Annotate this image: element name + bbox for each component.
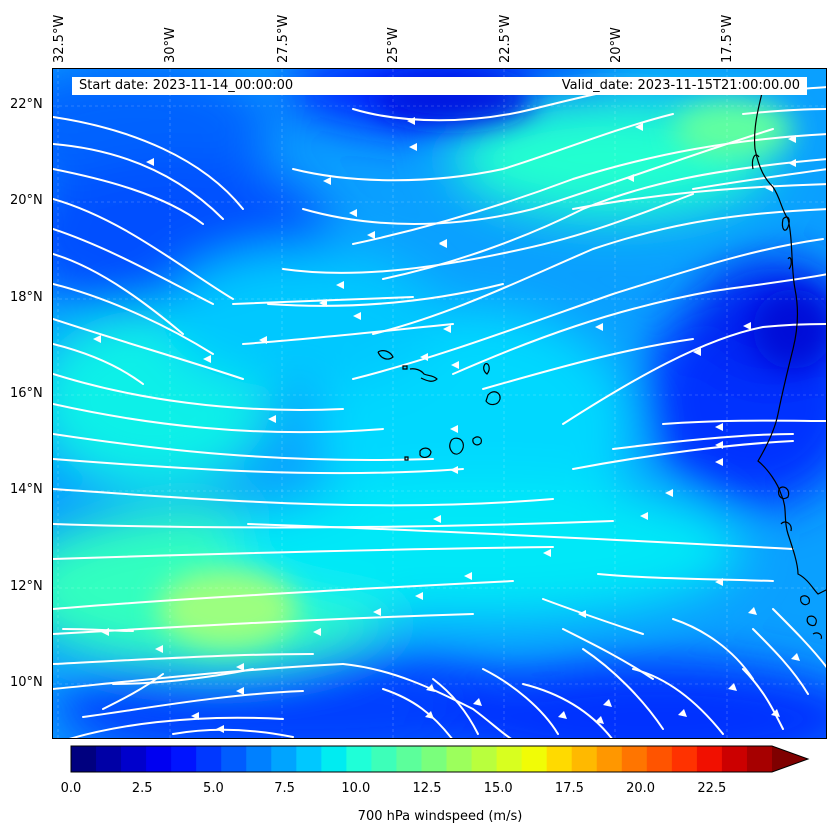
coastline (377, 88, 826, 640)
colorbar-segment (696, 746, 723, 772)
wind-map (53, 69, 826, 738)
lon-label-32-5w: 32.5°W (52, 14, 67, 63)
colorbar-segment (146, 746, 172, 772)
colorbar-tick-label: 7.5 (274, 781, 295, 796)
date-info-bar: Start date: 2023-11-14_00:00:00 Valid_da… (72, 77, 807, 95)
valid-date-text: Valid_date: 2023-11-15T21:00:00.00 (561, 78, 800, 93)
colorbar-segment (596, 746, 623, 772)
lon-label-30w: 30°W (163, 27, 178, 63)
colorbar-tick-label: 0.0 (60, 781, 82, 796)
start-date-text: Start date: 2023-11-14_00:00:00 (79, 78, 294, 93)
map-plot-area (52, 68, 827, 739)
colorbar-tick-label: 10.0 (341, 781, 371, 796)
lon-label-25w: 25°W (386, 27, 401, 63)
colorbar-extend-arrow (772, 746, 808, 772)
colorbar-segment (521, 746, 548, 772)
colorbar-segment (296, 746, 322, 772)
colorbar-tick-label: 22.5 (697, 781, 727, 796)
lat-label-16n: 16°N (10, 386, 43, 401)
colorbar-label: 700 hPa windspeed (m/s) (357, 809, 523, 824)
colorbar-segment (246, 746, 272, 772)
colorbar-segment (321, 746, 347, 772)
lat-label-14n: 14°N (10, 482, 43, 497)
streamline-arrows (93, 117, 800, 733)
colorbar-segment (746, 746, 773, 772)
colorbar-segment (271, 746, 297, 772)
colorbar-segment (621, 746, 648, 772)
colorbar-outline (70, 745, 810, 773)
colorbar-segment (646, 746, 673, 772)
colorbar-tick-label: 5.0 (203, 781, 224, 796)
colorbar-segment (421, 746, 448, 772)
colorbar-segment (121, 746, 147, 772)
colorbar-tick-label: 12.5 (412, 781, 442, 796)
colorbar-tick-label: 2.5 (131, 781, 153, 796)
colorbar-tick-label: 15.0 (483, 781, 513, 796)
lat-label-22n: 22°N (10, 97, 43, 112)
colorbar-segment (721, 746, 748, 772)
colorbar-segment (71, 746, 97, 772)
colorbar-segment (446, 746, 473, 772)
colorbar-segment (671, 746, 698, 772)
lat-label-12n: 12°N (10, 579, 43, 594)
colorbar-segment (221, 746, 247, 772)
colorbar (70, 745, 810, 773)
colorbar-tick-label: 20.0 (626, 781, 656, 796)
lat-label-18n: 18°N (10, 290, 43, 305)
lon-label-20w: 20°W (609, 27, 624, 63)
colorbar-segment (571, 746, 598, 772)
colorbar-segment (396, 746, 423, 772)
colorbar-segment (496, 746, 523, 772)
colorbar-segments (71, 746, 808, 772)
colorbar-segment (346, 746, 373, 772)
lat-label-10n: 10°N (10, 675, 43, 690)
colorbar-tick-label: 17.5 (554, 781, 584, 796)
streamlines (53, 83, 826, 738)
lat-label-20n: 20°N (10, 193, 43, 208)
lon-label-17-5w: 17.5°W (720, 14, 735, 63)
colorbar-segment (96, 746, 122, 772)
lon-label-27-5w: 27.5°W (276, 14, 291, 63)
colorbar-segment (371, 746, 398, 772)
colorbar-segment (471, 746, 498, 772)
colorbar-segment (546, 746, 573, 772)
colorbar-segment (196, 746, 222, 772)
lon-label-22-5w: 22.5°W (498, 14, 513, 63)
colorbar-segment (171, 746, 197, 772)
